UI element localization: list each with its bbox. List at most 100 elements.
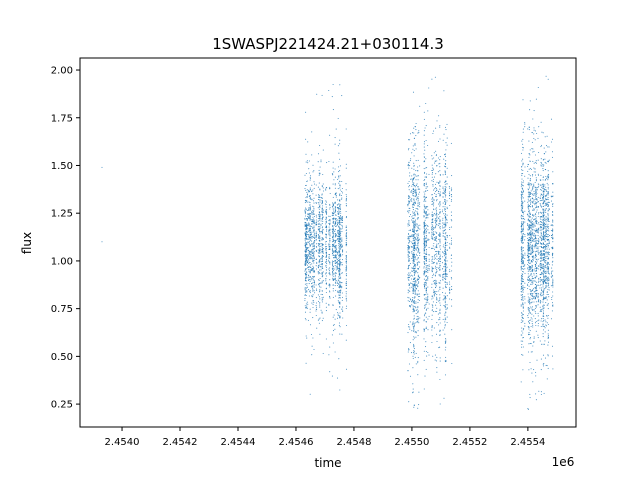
data-point <box>408 223 410 225</box>
data-point <box>445 166 447 168</box>
data-point <box>439 205 441 207</box>
data-point <box>530 190 532 192</box>
data-point <box>328 257 330 259</box>
data-point <box>533 183 535 185</box>
data-point <box>521 206 523 208</box>
data-point <box>315 302 318 304</box>
data-point <box>434 76 436 78</box>
data-point <box>427 286 429 288</box>
data-point <box>432 178 434 180</box>
data-point <box>304 223 306 225</box>
data-point <box>407 296 409 298</box>
data-point <box>533 192 535 195</box>
data-point <box>407 256 409 258</box>
data-point <box>542 199 544 201</box>
data-point <box>531 193 533 195</box>
data-point <box>416 246 419 248</box>
data-point <box>339 261 341 263</box>
data-point <box>444 295 447 297</box>
data-point <box>324 210 327 212</box>
data-point <box>338 294 340 296</box>
data-point <box>535 177 537 179</box>
data-point <box>417 208 419 210</box>
data-point <box>531 204 533 207</box>
data-point <box>417 175 419 177</box>
data-point <box>528 129 530 131</box>
data-point <box>417 290 419 292</box>
data-point <box>428 258 430 260</box>
data-point <box>451 288 453 291</box>
data-point <box>413 302 415 304</box>
data-point <box>535 320 537 323</box>
data-point <box>318 205 321 207</box>
data-point <box>417 227 419 229</box>
data-point <box>408 266 410 268</box>
data-point <box>439 242 441 244</box>
data-point <box>532 208 535 210</box>
data-point <box>325 216 327 218</box>
data-point <box>306 261 309 264</box>
data-point <box>531 278 533 280</box>
data-point <box>309 237 311 239</box>
data-point <box>524 265 526 267</box>
data-point <box>305 259 307 261</box>
data-point <box>320 286 322 288</box>
data-point <box>408 229 410 232</box>
data-point <box>545 244 547 246</box>
data-point <box>311 277 313 279</box>
data-point <box>446 295 448 297</box>
data-point <box>305 255 307 257</box>
data-point <box>436 250 438 252</box>
data-point <box>432 196 434 198</box>
data-point <box>535 205 537 207</box>
data-point <box>341 95 343 97</box>
data-point <box>540 193 542 195</box>
data-point <box>319 260 321 262</box>
data-point <box>309 324 312 326</box>
data-point <box>438 238 440 240</box>
data-point <box>531 298 533 300</box>
data-point <box>547 227 549 229</box>
data-point <box>313 244 315 246</box>
data-point <box>412 311 414 313</box>
data-point <box>423 225 425 227</box>
data-point <box>317 161 319 163</box>
data-point <box>414 237 416 239</box>
data-point <box>411 278 413 280</box>
data-point <box>537 293 540 295</box>
data-point <box>520 381 522 383</box>
data-point <box>413 228 415 230</box>
data-point <box>438 223 440 225</box>
data-point <box>309 236 311 238</box>
data-point <box>423 237 425 239</box>
data-point <box>341 333 343 335</box>
data-point <box>413 330 415 332</box>
data-point <box>445 238 447 240</box>
data-point <box>345 256 347 259</box>
data-point <box>341 243 343 245</box>
data-point <box>451 196 453 198</box>
data-point <box>313 221 315 223</box>
data-point <box>540 318 543 320</box>
data-point <box>444 259 446 261</box>
data-point <box>531 217 533 219</box>
data-point <box>424 171 426 173</box>
data-point <box>417 312 419 314</box>
data-point <box>313 228 315 230</box>
data-point <box>339 316 341 318</box>
data-point <box>432 245 434 247</box>
data-point <box>412 270 414 272</box>
data-point <box>424 193 426 195</box>
data-point <box>534 270 536 272</box>
data-point <box>425 299 427 301</box>
data-point <box>413 176 415 178</box>
data-point <box>312 254 314 257</box>
data-point <box>433 231 435 233</box>
data-point <box>309 195 311 197</box>
data-point <box>338 254 340 256</box>
data-point <box>534 204 536 206</box>
data-point <box>439 261 441 263</box>
data-point <box>317 300 320 302</box>
data-point <box>432 311 434 313</box>
data-point <box>543 195 545 197</box>
